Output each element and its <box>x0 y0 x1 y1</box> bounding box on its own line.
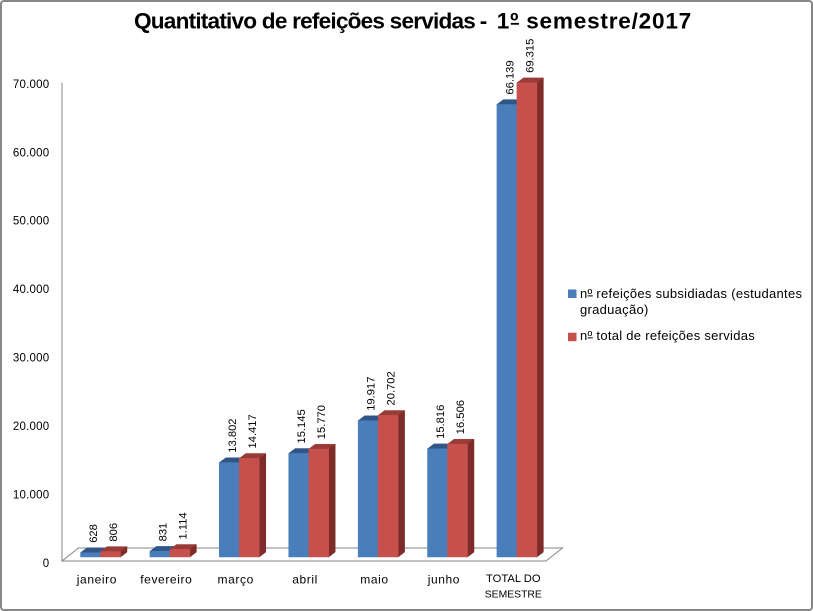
svg-text:69.315: 69.315 <box>524 39 536 73</box>
svg-text:14.417: 14.417 <box>247 414 259 448</box>
svg-text:60.000: 60.000 <box>13 147 49 159</box>
svg-text:831: 831 <box>157 523 169 542</box>
svg-text:1º semestre/2017: 1º semestre/2017 <box>497 8 692 33</box>
svg-text:janeiro: janeiro <box>76 573 117 587</box>
svg-text:abril: abril <box>292 573 318 587</box>
svg-text:TOTAL DO: TOTAL DO <box>486 573 541 585</box>
svg-text:19.917: 19.917 <box>366 377 378 411</box>
svg-text:806: 806 <box>108 523 120 542</box>
svg-text:15.145: 15.145 <box>296 409 308 443</box>
svg-text:13.802: 13.802 <box>227 418 239 452</box>
svg-text:maio: maio <box>360 573 388 587</box>
svg-text:0: 0 <box>43 558 50 570</box>
svg-text:40.000: 40.000 <box>13 284 49 296</box>
svg-text:10.000: 10.000 <box>13 489 49 501</box>
svg-text:20.000: 20.000 <box>13 421 49 433</box>
svg-text:-: - <box>480 8 488 33</box>
svg-text:628: 628 <box>88 524 100 543</box>
svg-text:16.506: 16.506 <box>455 400 467 434</box>
svg-text:março: março <box>218 573 254 587</box>
svg-text:15.816: 15.816 <box>435 405 447 439</box>
svg-text:1.114: 1.114 <box>177 512 189 539</box>
svg-text:70.000: 70.000 <box>13 79 49 91</box>
svg-text:20.702: 20.702 <box>386 371 398 405</box>
svg-text:SEMESTRE: SEMESTRE <box>485 590 542 601</box>
svg-text:Quantitativo de refeições serv: Quantitativo de refeições servidas <box>134 8 475 33</box>
svg-text:graduação): graduação) <box>580 302 649 317</box>
svg-text:junho: junho <box>427 573 460 587</box>
svg-text:fevereiro: fevereiro <box>140 573 192 587</box>
svg-text:66.139: 66.139 <box>504 60 516 94</box>
svg-text:30.000: 30.000 <box>13 353 49 365</box>
svg-text:50.000: 50.000 <box>13 216 49 228</box>
svg-text:15.770: 15.770 <box>316 405 328 439</box>
svg-text:nº total de refeições servidas: nº total de refeições servidas <box>580 328 755 343</box>
svg-text:nº refeições subsidiadas (estu: nº refeições subsidiadas (estudantes <box>580 286 802 301</box>
